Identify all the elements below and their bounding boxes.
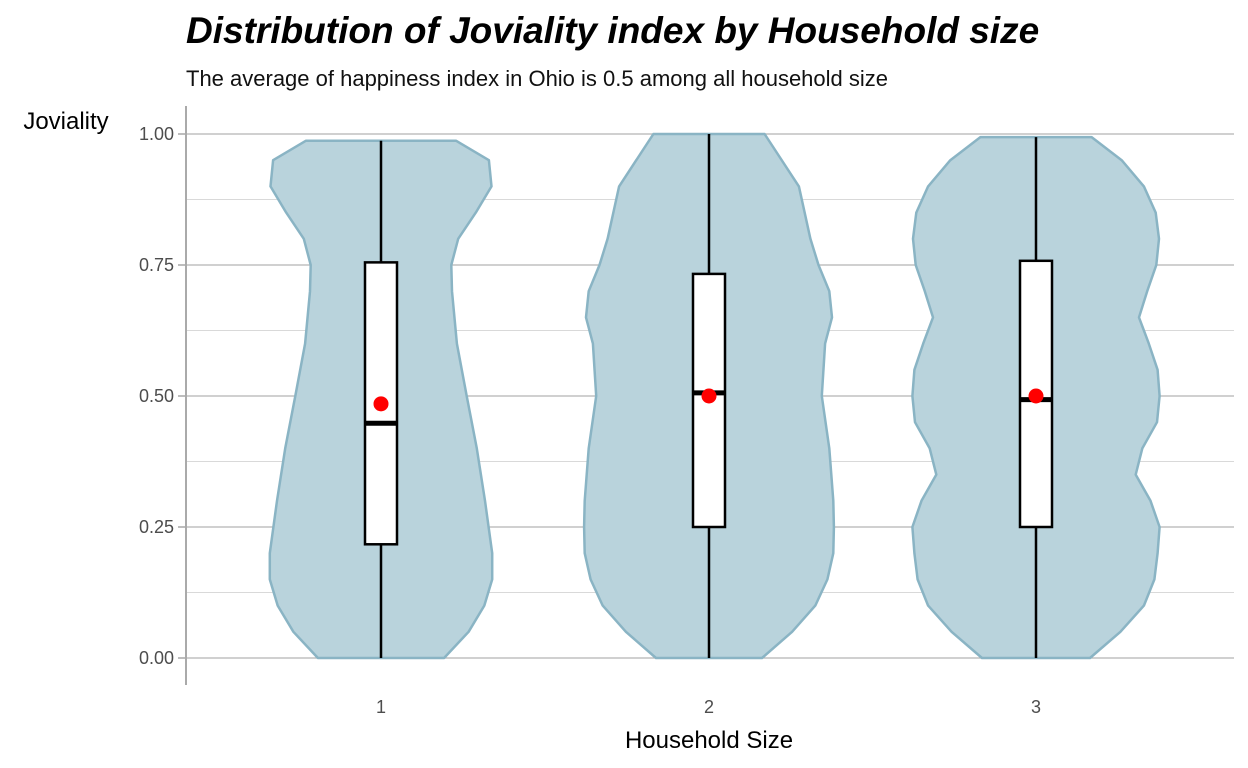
- chart-title: Distribution of Joviality index by House…: [186, 10, 1040, 51]
- y-tick-label: 0.00: [139, 648, 174, 668]
- mean-point-3: [1028, 388, 1044, 404]
- x-tick-label-1: 1: [376, 697, 386, 717]
- x-axis-title: Household Size: [625, 727, 793, 754]
- y-tick-label: 1.00: [139, 124, 174, 144]
- axes: [178, 106, 1037, 691]
- chart-subtitle: The average of happiness index in Ohio i…: [186, 66, 889, 91]
- mean-point-2: [701, 388, 717, 404]
- y-tick-label: 0.50: [139, 386, 174, 406]
- plot-marks: [268, 132, 1161, 660]
- y-tick-label: 0.25: [139, 517, 174, 537]
- y-tick-label: 0.75: [139, 255, 174, 275]
- axis-labels: 0.00 0.25 0.50 0.75 1.00 1 2 3: [139, 124, 1041, 717]
- x-tick-label-3: 3: [1031, 697, 1041, 717]
- y-axis-title: Joviality: [23, 108, 108, 135]
- x-tick-label-2: 2: [704, 697, 714, 717]
- mean-point-1: [373, 396, 389, 412]
